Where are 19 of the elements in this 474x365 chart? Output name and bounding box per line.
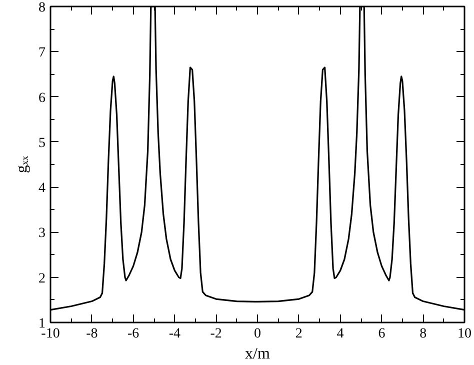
y-tick-label: 7 <box>38 46 46 61</box>
x-tick-label: 0 <box>254 326 261 342</box>
y-tick-label: 3 <box>38 226 46 242</box>
x-tick-label: 8 <box>420 326 427 342</box>
x-tick-label: -4 <box>168 326 181 342</box>
x-tick-label: 6 <box>378 326 386 342</box>
y-axis-title: gₓₓ <box>14 156 30 174</box>
x-tick-label: 10 <box>458 326 472 342</box>
y-tick-label: 5 <box>38 136 46 151</box>
x-tick-label: 4 <box>336 326 344 342</box>
y-tick-label: 6 <box>38 90 46 106</box>
x-axis-title: x/m <box>245 346 270 362</box>
x-tick-label: -6 <box>127 326 140 342</box>
x-tick-label: 2 <box>295 326 302 342</box>
x-tick-label: -2 <box>210 326 222 342</box>
x-tick-label: -8 <box>86 326 98 342</box>
y-tick-label: 8 <box>38 0 46 16</box>
y-tick-label: 4 <box>38 181 46 196</box>
y-tick-label: 2 <box>38 271 46 286</box>
